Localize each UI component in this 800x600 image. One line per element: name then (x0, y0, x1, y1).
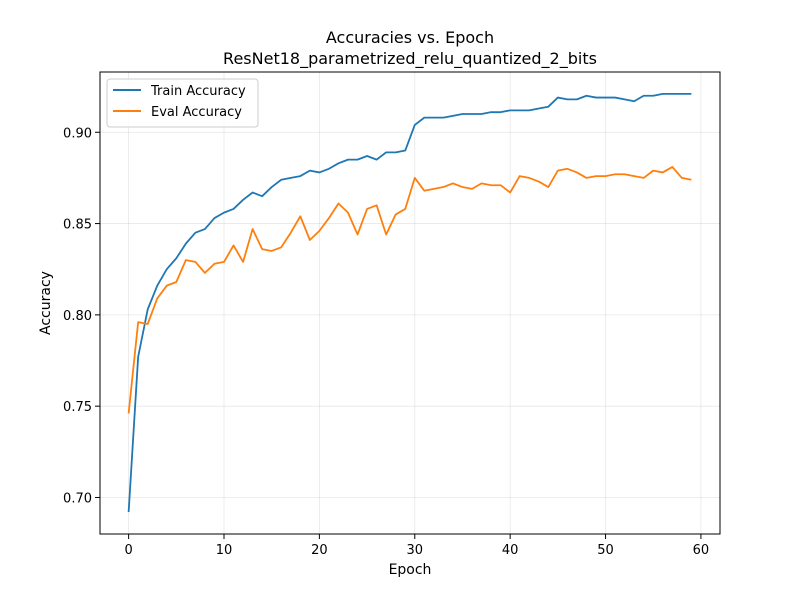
grid (100, 72, 720, 534)
legend-label-eval: Eval Accuracy (151, 105, 242, 120)
x-tick-label: 20 (311, 543, 328, 558)
y-tick-label: 0.75 (63, 400, 92, 415)
x-tick-label: 60 (693, 543, 710, 558)
chart-subtitle: ResNet18_parametrized_relu_quantized_2_b… (223, 49, 597, 69)
x-tick-label: 40 (502, 543, 519, 558)
series-lines (127, 93, 692, 513)
y-tick-label: 0.80 (63, 309, 92, 324)
y-axis-label: Accuracy (38, 271, 54, 335)
legend: Train Accuracy Eval Accuracy (106, 78, 259, 128)
x-tick-label: 10 (216, 543, 233, 558)
chart-title: Accuracies vs. Epoch (326, 28, 494, 47)
axis-ticks: 0 10 20 30 40 50 60 0.70 0.75 0.80 0.85 0.90 (63, 126, 709, 558)
y-tick-label: 0.90 (63, 126, 92, 141)
plot-frame (99, 71, 721, 535)
x-tick-label: 30 (406, 543, 423, 558)
x-tick-label: 50 (597, 543, 614, 558)
legend-label-train: Train Accuracy (150, 84, 246, 99)
train-accuracy-line (127, 93, 692, 513)
y-tick-label: 0.85 (63, 218, 92, 233)
x-tick-label: 0 (124, 543, 132, 558)
y-tick-label: 0.70 (63, 491, 92, 506)
legend-box (106, 78, 259, 128)
x-axis-label: Epoch (389, 562, 432, 578)
eval-accuracy-line (127, 166, 692, 414)
